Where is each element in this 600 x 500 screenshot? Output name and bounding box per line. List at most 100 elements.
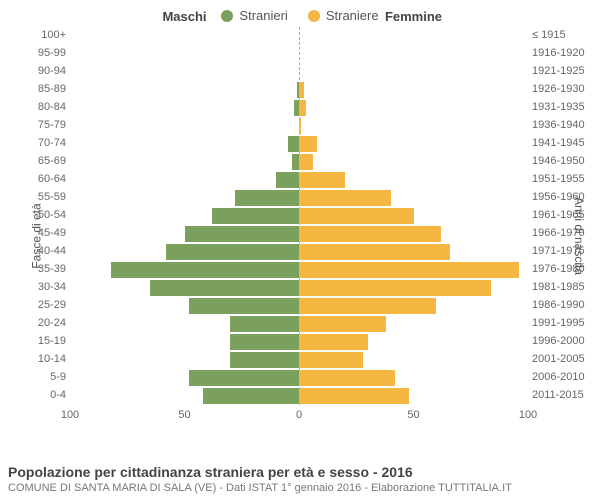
- age-label: 15-19: [26, 335, 66, 347]
- bar-female: [299, 82, 304, 98]
- age-row: [70, 369, 528, 387]
- x-tick: 50: [407, 409, 419, 421]
- age-row: [70, 225, 528, 243]
- birth-year-label: 1996-2000: [532, 335, 594, 347]
- bar-female: [299, 226, 441, 242]
- birth-year-label: 1946-1950: [532, 155, 594, 167]
- age-row: [70, 189, 528, 207]
- age-label: 40-44: [26, 245, 66, 257]
- birth-year-label: 1916-1920: [532, 47, 594, 59]
- birth-year-label: 1986-1990: [532, 299, 594, 311]
- birth-year-label: 1981-1985: [532, 281, 594, 293]
- bar-female: [299, 280, 491, 296]
- bar-female: [299, 100, 306, 116]
- birth-year-label: 2011-2015: [532, 389, 594, 401]
- chart-subtitle: COMUNE DI SANTA MARIA DI SALA (VE) - Dat…: [8, 482, 592, 494]
- age-row: [70, 135, 528, 153]
- age-label: 60-64: [26, 173, 66, 185]
- bar-female: [299, 136, 317, 152]
- x-axis: 10050050100: [70, 405, 528, 425]
- bar-female: [299, 172, 345, 188]
- birth-year-label: 1976-1980: [532, 263, 594, 275]
- age-row: [70, 261, 528, 279]
- age-row: [70, 279, 528, 297]
- age-row: [70, 207, 528, 225]
- age-row: [70, 351, 528, 369]
- population-pyramid-chart: Maschi Femmine Fasce di età Anni di nasc…: [0, 27, 600, 445]
- bar-male: [185, 226, 300, 242]
- age-label: 75-79: [26, 119, 66, 131]
- column-headers: Maschi Femmine: [70, 9, 528, 24]
- bar-male: [166, 244, 299, 260]
- birth-year-label: 2001-2005: [532, 353, 594, 365]
- bar-male: [230, 334, 299, 350]
- age-label: 25-29: [26, 299, 66, 311]
- bar-male: [189, 370, 299, 386]
- age-row: [70, 117, 528, 135]
- plot-area: [70, 27, 528, 405]
- bar-female: [299, 244, 450, 260]
- birth-year-label: 1951-1955: [532, 173, 594, 185]
- age-label: 55-59: [26, 191, 66, 203]
- bar-female: [299, 118, 301, 134]
- age-label: 45-49: [26, 227, 66, 239]
- age-label: 70-74: [26, 137, 66, 149]
- age-row: [70, 315, 528, 333]
- bar-male: [150, 280, 299, 296]
- bar-male: [292, 154, 299, 170]
- bar-male: [235, 190, 299, 206]
- age-label: 90-94: [26, 65, 66, 77]
- age-row: [70, 99, 528, 117]
- birth-year-label: 1971-1975: [532, 245, 594, 257]
- bar-female: [299, 262, 519, 278]
- birth-year-label: 1931-1935: [532, 101, 594, 113]
- age-row: [70, 171, 528, 189]
- age-label: 0-4: [26, 389, 66, 401]
- age-label: 30-34: [26, 281, 66, 293]
- age-label: 100+: [26, 29, 66, 41]
- bar-male: [230, 352, 299, 368]
- age-label: 50-54: [26, 209, 66, 221]
- birth-year-label: 1961-1965: [532, 209, 594, 221]
- age-row: [70, 297, 528, 315]
- age-row: [70, 243, 528, 261]
- bar-female: [299, 154, 313, 170]
- age-row: [70, 63, 528, 81]
- birth-year-label: 1921-1925: [532, 65, 594, 77]
- bar-male: [203, 388, 299, 404]
- age-label: 65-69: [26, 155, 66, 167]
- bar-female: [299, 208, 414, 224]
- birth-year-label: ≤ 1915: [532, 29, 594, 41]
- bar-female: [299, 388, 409, 404]
- age-label: 20-24: [26, 317, 66, 329]
- header-female: Femmine: [299, 9, 528, 24]
- birth-year-label: 1956-1960: [532, 191, 594, 203]
- birth-year-label: 1936-1940: [532, 119, 594, 131]
- bar-male: [189, 298, 299, 314]
- birth-year-label: 1966-1970: [532, 227, 594, 239]
- birth-year-label: 2006-2010: [532, 371, 594, 383]
- birth-year-label: 1991-1995: [532, 317, 594, 329]
- age-row: [70, 153, 528, 171]
- age-label: 5-9: [26, 371, 66, 383]
- chart-title: Popolazione per cittadinanza straniera p…: [8, 464, 592, 480]
- header-male: Maschi: [70, 9, 299, 24]
- age-row: [70, 81, 528, 99]
- bar-male: [111, 262, 299, 278]
- age-label: 10-14: [26, 353, 66, 365]
- age-row: [70, 27, 528, 45]
- age-label: 35-39: [26, 263, 66, 275]
- birth-year-label: 1926-1930: [532, 83, 594, 95]
- x-tick: 100: [519, 409, 537, 421]
- x-tick: 0: [296, 409, 302, 421]
- x-tick: 100: [61, 409, 79, 421]
- bar-male: [288, 136, 299, 152]
- bar-male: [276, 172, 299, 188]
- age-label: 80-84: [26, 101, 66, 113]
- bar-female: [299, 190, 391, 206]
- bar-female: [299, 370, 395, 386]
- age-row: [70, 387, 528, 405]
- age-row: [70, 45, 528, 63]
- bar-male: [230, 316, 299, 332]
- birth-year-label: 1941-1945: [532, 137, 594, 149]
